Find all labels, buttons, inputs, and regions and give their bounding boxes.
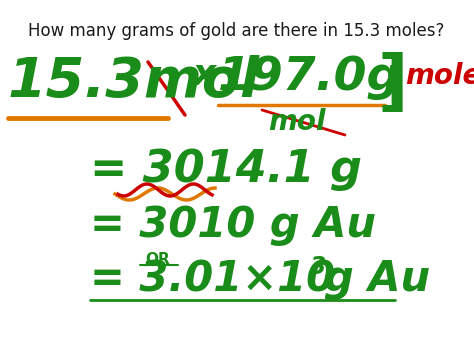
- Text: = 3.01×10: = 3.01×10: [90, 258, 335, 300]
- Text: = 3010 g Au: = 3010 g Au: [90, 204, 376, 246]
- Text: OR: OR: [145, 252, 170, 267]
- Text: 3: 3: [310, 255, 327, 279]
- Text: mol: mol: [268, 108, 326, 136]
- Text: How many grams of gold are there in 15.3 moles?: How many grams of gold are there in 15.3…: [28, 22, 444, 40]
- Text: x: x: [192, 58, 215, 92]
- Text: 15.3mol: 15.3mol: [8, 55, 260, 109]
- Text: ]: ]: [378, 52, 409, 118]
- Text: = 3014.1 g: = 3014.1 g: [90, 148, 362, 191]
- Text: moles: moles: [405, 62, 474, 90]
- Text: g Au: g Au: [324, 258, 430, 300]
- Text: 197.0g: 197.0g: [218, 55, 401, 100]
